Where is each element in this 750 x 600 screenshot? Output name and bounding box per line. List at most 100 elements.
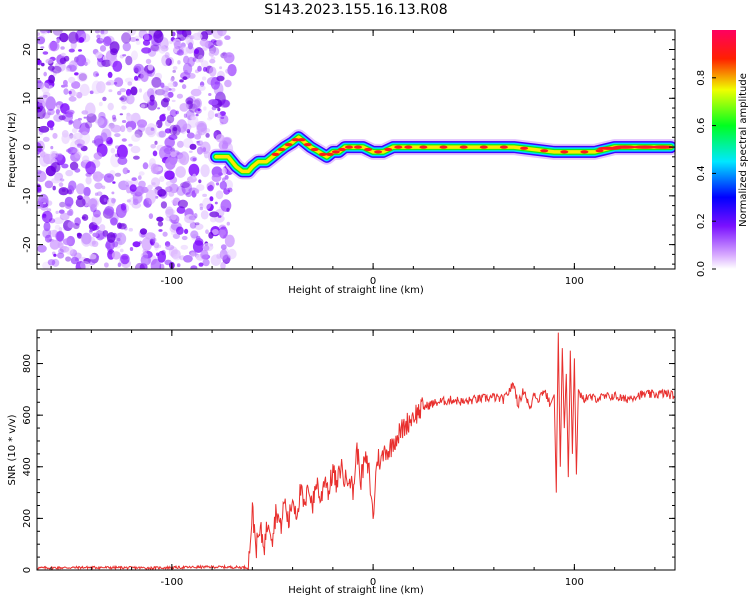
noise-blob bbox=[215, 134, 225, 143]
noise-blob bbox=[158, 130, 167, 138]
noise-blob bbox=[192, 32, 203, 41]
noise-blob bbox=[59, 57, 67, 65]
noise-blob bbox=[165, 58, 172, 66]
noise-blob bbox=[200, 164, 210, 178]
y-tick-label: 600 bbox=[22, 406, 33, 425]
ridge-peak bbox=[595, 149, 604, 153]
noise-blob bbox=[133, 155, 140, 160]
noise-blob bbox=[150, 177, 161, 188]
noise-blob bbox=[170, 77, 175, 82]
noise-blob bbox=[129, 184, 137, 192]
noise-blob bbox=[160, 201, 167, 209]
noise-blob bbox=[219, 99, 230, 108]
noise-blob bbox=[183, 62, 193, 75]
noise-blob bbox=[55, 108, 61, 115]
noise-blob bbox=[85, 176, 92, 185]
noise-blob bbox=[201, 76, 207, 81]
noise-blob bbox=[168, 191, 175, 197]
noise-blob bbox=[60, 52, 66, 57]
noise-blob bbox=[200, 60, 209, 68]
noise-blob bbox=[53, 253, 57, 257]
noise-blob bbox=[209, 196, 214, 202]
noise-blob bbox=[95, 73, 100, 77]
noise-blob bbox=[91, 225, 100, 231]
noise-blob bbox=[89, 229, 93, 233]
noise-blob bbox=[95, 229, 105, 241]
noise-blob bbox=[176, 119, 188, 133]
ridge-peak bbox=[439, 145, 448, 149]
noise-blob bbox=[68, 90, 72, 95]
spectrogram-xlabel: Height of straight line (km) bbox=[288, 285, 424, 296]
noise-blob bbox=[56, 152, 63, 161]
noise-blob bbox=[132, 241, 141, 248]
ridge-peak bbox=[499, 145, 508, 149]
noise-blob bbox=[68, 135, 77, 141]
noise-blob bbox=[92, 209, 101, 218]
noise-blob bbox=[202, 66, 208, 72]
noise-blob bbox=[210, 39, 217, 43]
noise-blob bbox=[150, 237, 157, 243]
noise-blob bbox=[40, 30, 48, 35]
noise-blob bbox=[139, 228, 148, 235]
ridge-peak bbox=[520, 146, 529, 150]
noise-blob bbox=[122, 167, 129, 175]
noise-blob bbox=[43, 71, 47, 77]
noise-blob bbox=[177, 199, 188, 209]
y-tick-label: 0 bbox=[22, 144, 33, 150]
noise-blob bbox=[136, 119, 148, 128]
noise-blob bbox=[77, 117, 82, 121]
snr-ylabel: SNR (10 * v/v) bbox=[7, 414, 18, 485]
noise-blob bbox=[217, 30, 227, 37]
noise-blob bbox=[171, 99, 176, 103]
noise-blob bbox=[121, 138, 127, 142]
noise-blob bbox=[180, 182, 190, 188]
noise-blob bbox=[202, 258, 210, 267]
noise-blob bbox=[120, 125, 126, 133]
noise-blob bbox=[189, 143, 197, 150]
noise-blob bbox=[142, 249, 148, 254]
noise-blob bbox=[206, 184, 210, 186]
colorbar-ticks: 0.0 0.2 0.4 0.6 0.8 bbox=[696, 70, 716, 277]
noise-blob bbox=[58, 115, 66, 121]
noise-blob bbox=[149, 238, 154, 245]
ridge-peak bbox=[612, 145, 637, 149]
noise-blob bbox=[54, 224, 61, 230]
noise-blob bbox=[175, 110, 179, 115]
colorbar: 0.0 0.2 0.4 0.6 0.8 Normalized spectral ampl… bbox=[696, 30, 749, 277]
ridge-peak bbox=[364, 147, 373, 152]
noise-blob bbox=[62, 112, 73, 123]
noise-blob bbox=[68, 31, 79, 44]
noise-blob bbox=[77, 143, 84, 149]
noise-blob bbox=[164, 137, 175, 148]
noise-blob bbox=[112, 241, 119, 248]
noise-blob bbox=[51, 150, 59, 159]
noise-blob bbox=[197, 65, 202, 72]
noise-blob bbox=[132, 191, 143, 204]
colorbar-tick-label: 0.6 bbox=[696, 118, 707, 134]
noise-blob bbox=[165, 208, 176, 215]
noise-blob bbox=[180, 244, 189, 250]
noise-blob bbox=[124, 77, 134, 84]
noise-blob bbox=[95, 52, 103, 59]
noise-blob bbox=[211, 229, 219, 235]
noise-blob bbox=[61, 188, 66, 192]
noise-blob bbox=[92, 232, 99, 238]
noise-blob bbox=[185, 192, 192, 198]
noise-blob bbox=[184, 214, 196, 224]
noise-blob bbox=[105, 242, 111, 249]
noise-blob bbox=[45, 58, 54, 64]
noise-blob bbox=[157, 250, 166, 263]
noise-blob bbox=[69, 132, 74, 139]
noise-blob bbox=[154, 140, 158, 145]
noise-blob bbox=[46, 120, 55, 128]
noise-blob bbox=[215, 190, 224, 200]
noise-blob bbox=[120, 248, 124, 253]
noise-blob bbox=[150, 163, 159, 175]
noise-blob bbox=[72, 119, 82, 130]
noise-blob bbox=[156, 131, 165, 138]
noise-blob bbox=[53, 217, 64, 225]
noise-blob bbox=[60, 46, 65, 50]
noise-blob bbox=[56, 104, 61, 110]
noise-blob bbox=[104, 262, 109, 268]
